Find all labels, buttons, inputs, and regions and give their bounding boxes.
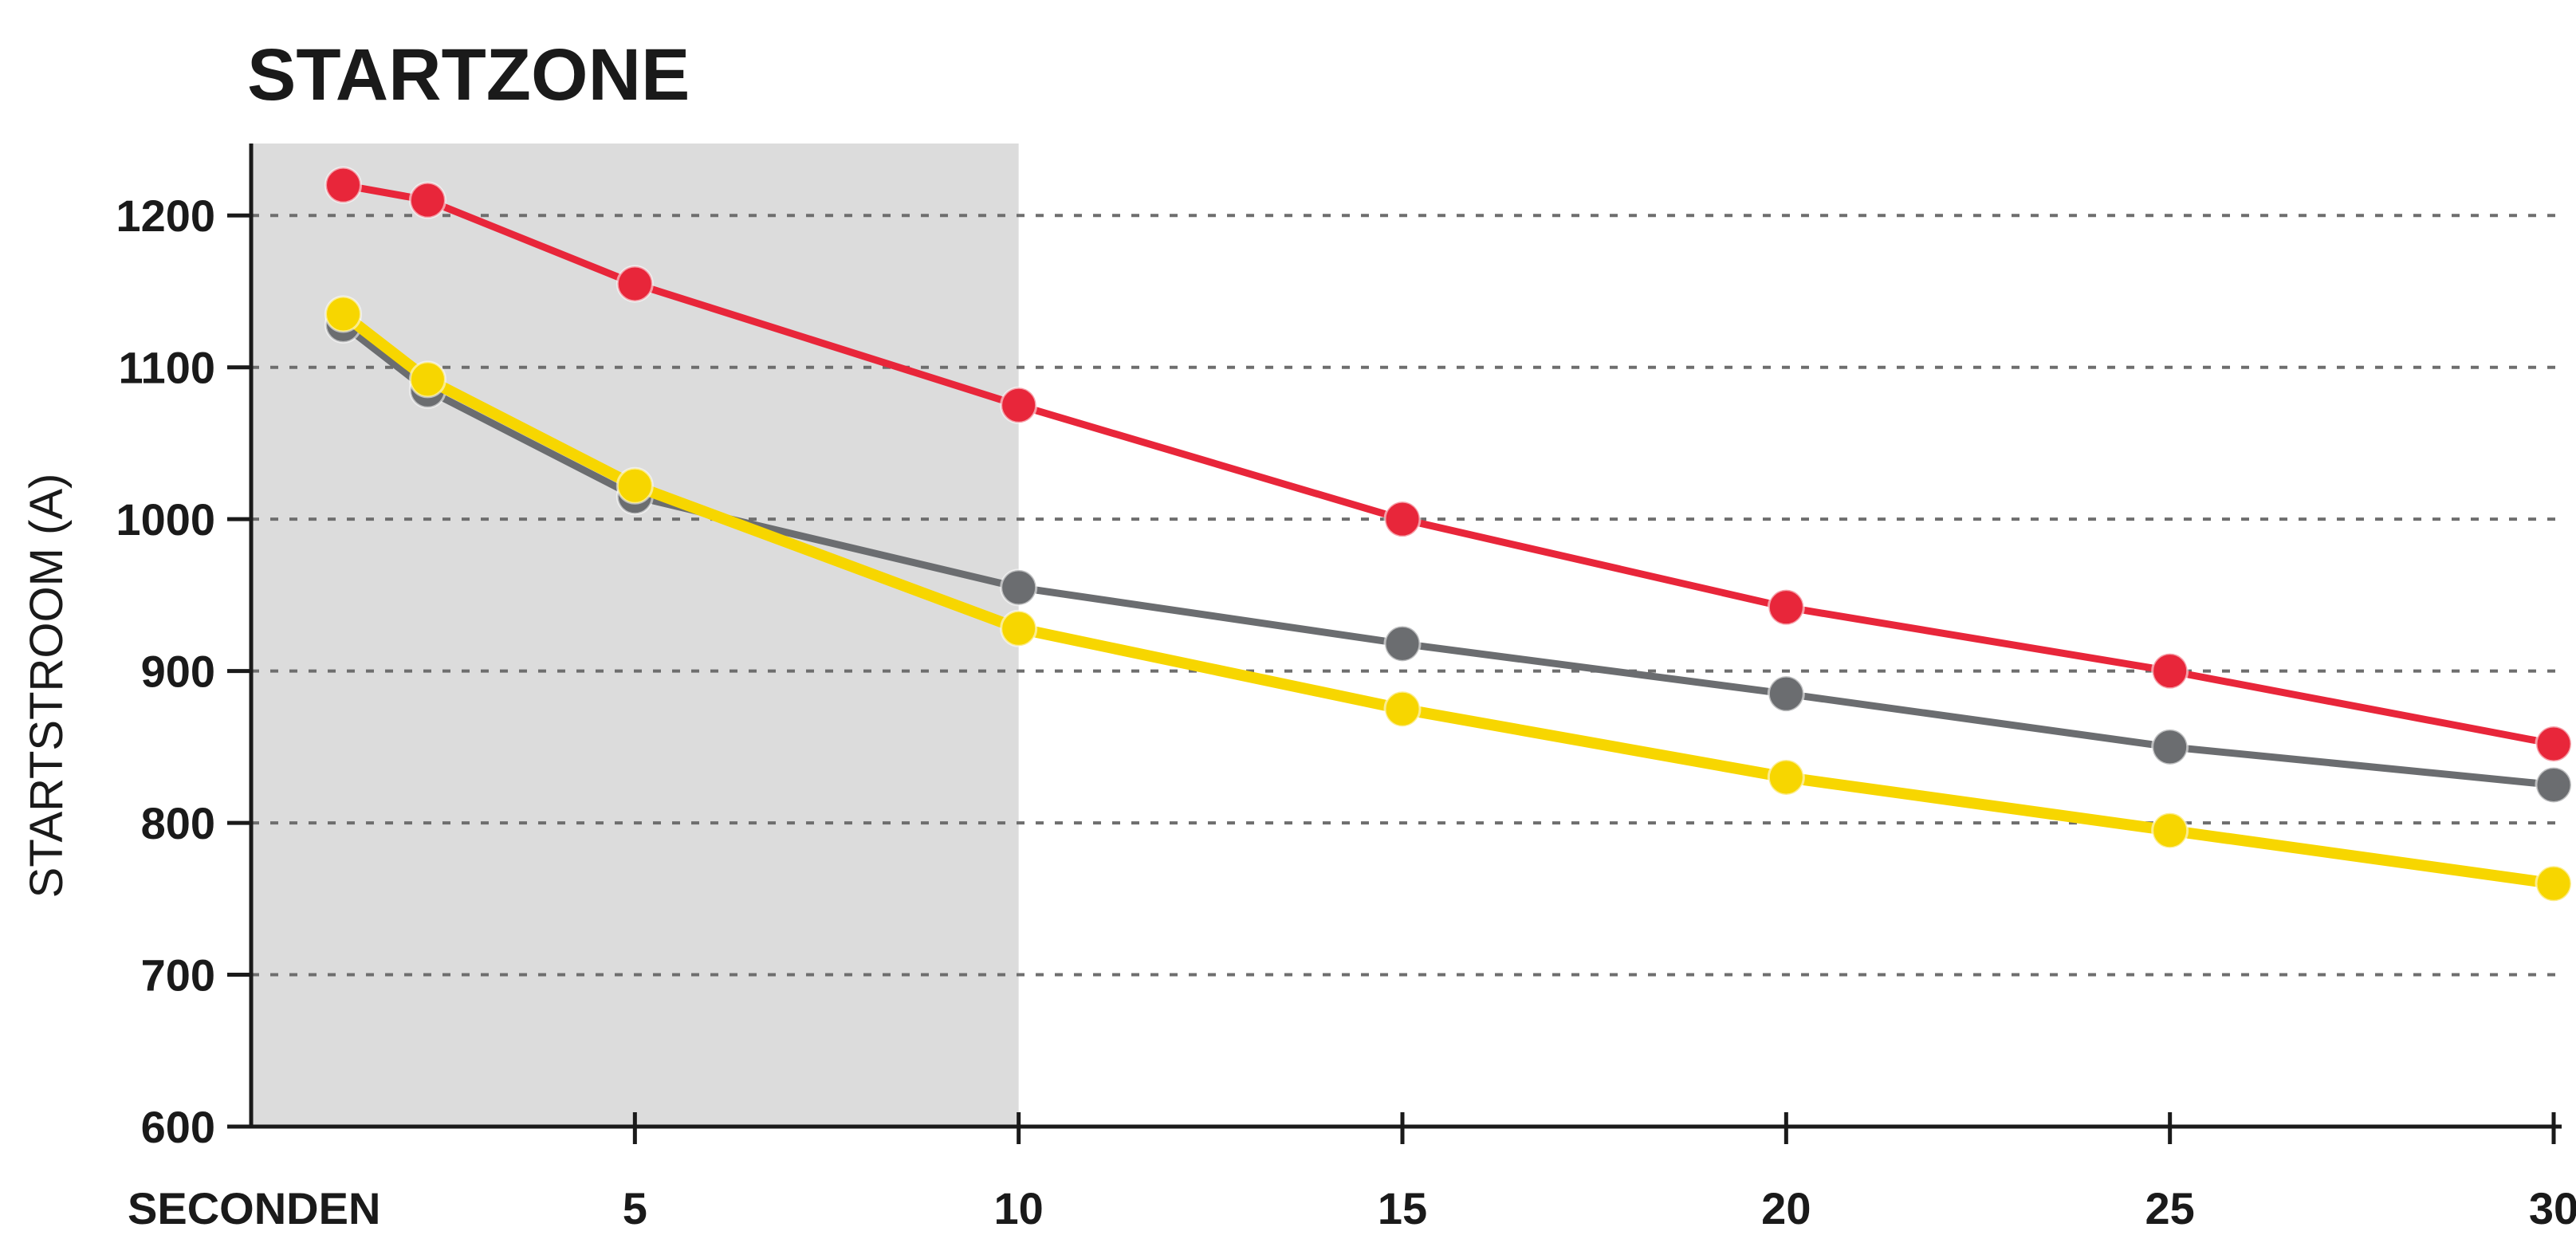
series-group: [324, 166, 2573, 903]
series-1-point-2: [615, 265, 654, 303]
series-3-point-3: [1000, 609, 1038, 647]
x-tick-label-30: 30: [2529, 1183, 2576, 1233]
series-2-point-6: [2151, 728, 2189, 766]
series-1-point-7: [2535, 725, 2573, 763]
series-2: [324, 305, 2573, 804]
y-tick-label-1000: 1000: [116, 494, 215, 545]
y-tick-label-700: 700: [141, 950, 215, 1001]
x-tick-label-20: 20: [1761, 1183, 1811, 1233]
series-3: [324, 295, 2573, 903]
y-ticks: 600 700 800 900 1000 1100 1200: [116, 191, 251, 1152]
y-tick-label-1200: 1200: [116, 191, 215, 241]
y-tick-label-600: 600: [141, 1102, 215, 1152]
series-1-point-1: [408, 181, 446, 219]
y-tick-label-900: 900: [141, 647, 215, 697]
series-3-point-6: [2151, 812, 2189, 850]
series-1-point-6: [2151, 652, 2189, 690]
x-axis-label: SECONDEN: [128, 1183, 380, 1233]
chart-title: STARTZONE: [247, 34, 690, 116]
series-3-line: [337, 309, 2559, 890]
series-2-point-4: [1383, 624, 1422, 663]
series-3-point-0: [324, 295, 363, 333]
x-tick-label-5: 5: [623, 1183, 647, 1233]
y-axis-label: STARTSTROOM (A): [21, 474, 73, 899]
series-3-point-2: [615, 466, 654, 505]
x-ticks: 5 10 15 20 25 30: [623, 1112, 2576, 1233]
series-2-point-5: [1767, 675, 1805, 713]
series-3-point-4: [1383, 690, 1422, 728]
series-3-point-7: [2535, 864, 2573, 903]
series-2-line: [340, 321, 2558, 789]
series-3-point-5: [1767, 758, 1805, 796]
highlight-region: [251, 144, 1019, 1127]
y-tick-label-800: 800: [141, 798, 215, 848]
series-1-point-3: [1000, 386, 1038, 424]
series-2-point-3: [1000, 568, 1038, 607]
series-1: [324, 166, 2573, 763]
x-tick-label-25: 25: [2145, 1183, 2195, 1233]
series-3-point-1: [408, 360, 446, 399]
x-tick-label-10: 10: [994, 1183, 1044, 1233]
series-1-line: [340, 181, 2558, 748]
series-1-point-0: [324, 166, 363, 204]
x-tick-label-15: 15: [1378, 1183, 1427, 1233]
y-tick-label-1100: 1100: [119, 343, 216, 393]
series-1-point-4: [1383, 500, 1422, 538]
series-1-point-5: [1767, 588, 1805, 627]
series-2-point-7: [2535, 765, 2573, 804]
